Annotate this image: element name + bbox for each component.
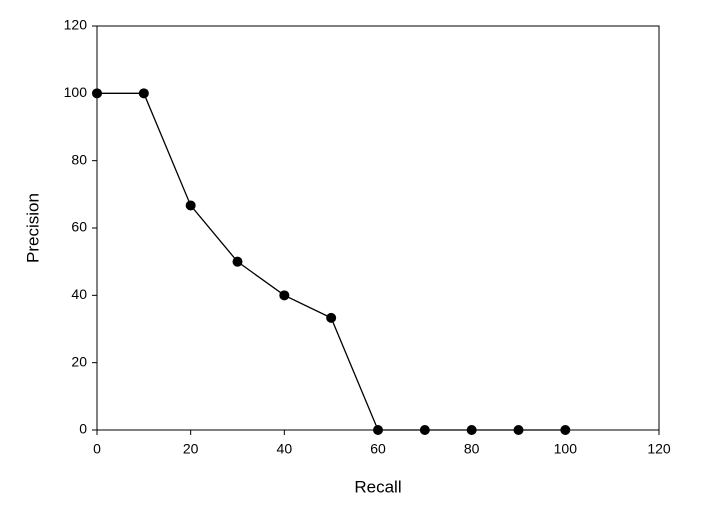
plot-frame bbox=[96, 25, 660, 431]
x-tick-label: 60 bbox=[370, 441, 386, 457]
marker bbox=[419, 425, 430, 435]
x-axis-label: Recall bbox=[354, 477, 401, 496]
y-tick-label: 120 bbox=[64, 17, 88, 33]
marker bbox=[326, 312, 337, 323]
x-tick-label: 100 bbox=[554, 441, 578, 457]
marker bbox=[185, 200, 196, 211]
marker bbox=[560, 425, 571, 435]
marker bbox=[513, 425, 524, 435]
line bbox=[97, 92, 566, 431]
y-tick-label: 60 bbox=[71, 219, 87, 235]
x-tick-label: 0 bbox=[93, 441, 101, 457]
y-tick-label: 40 bbox=[71, 286, 87, 302]
x-tick-label: 80 bbox=[464, 441, 480, 457]
marker bbox=[138, 88, 149, 99]
y-tick-label: 20 bbox=[71, 353, 87, 369]
marker bbox=[279, 290, 290, 301]
marker bbox=[466, 425, 477, 435]
marker bbox=[232, 256, 243, 267]
x-tick-label: 120 bbox=[647, 441, 671, 457]
y-tick-label: 80 bbox=[71, 151, 87, 167]
y-axis-label: Precision bbox=[23, 193, 42, 263]
x-tick-label: 20 bbox=[183, 441, 199, 457]
y-tick-label: 100 bbox=[64, 84, 88, 100]
x-tick-label: 40 bbox=[277, 441, 293, 457]
marker bbox=[373, 425, 383, 435]
y-tick-label: 0 bbox=[79, 421, 87, 437]
marker bbox=[92, 88, 102, 99]
